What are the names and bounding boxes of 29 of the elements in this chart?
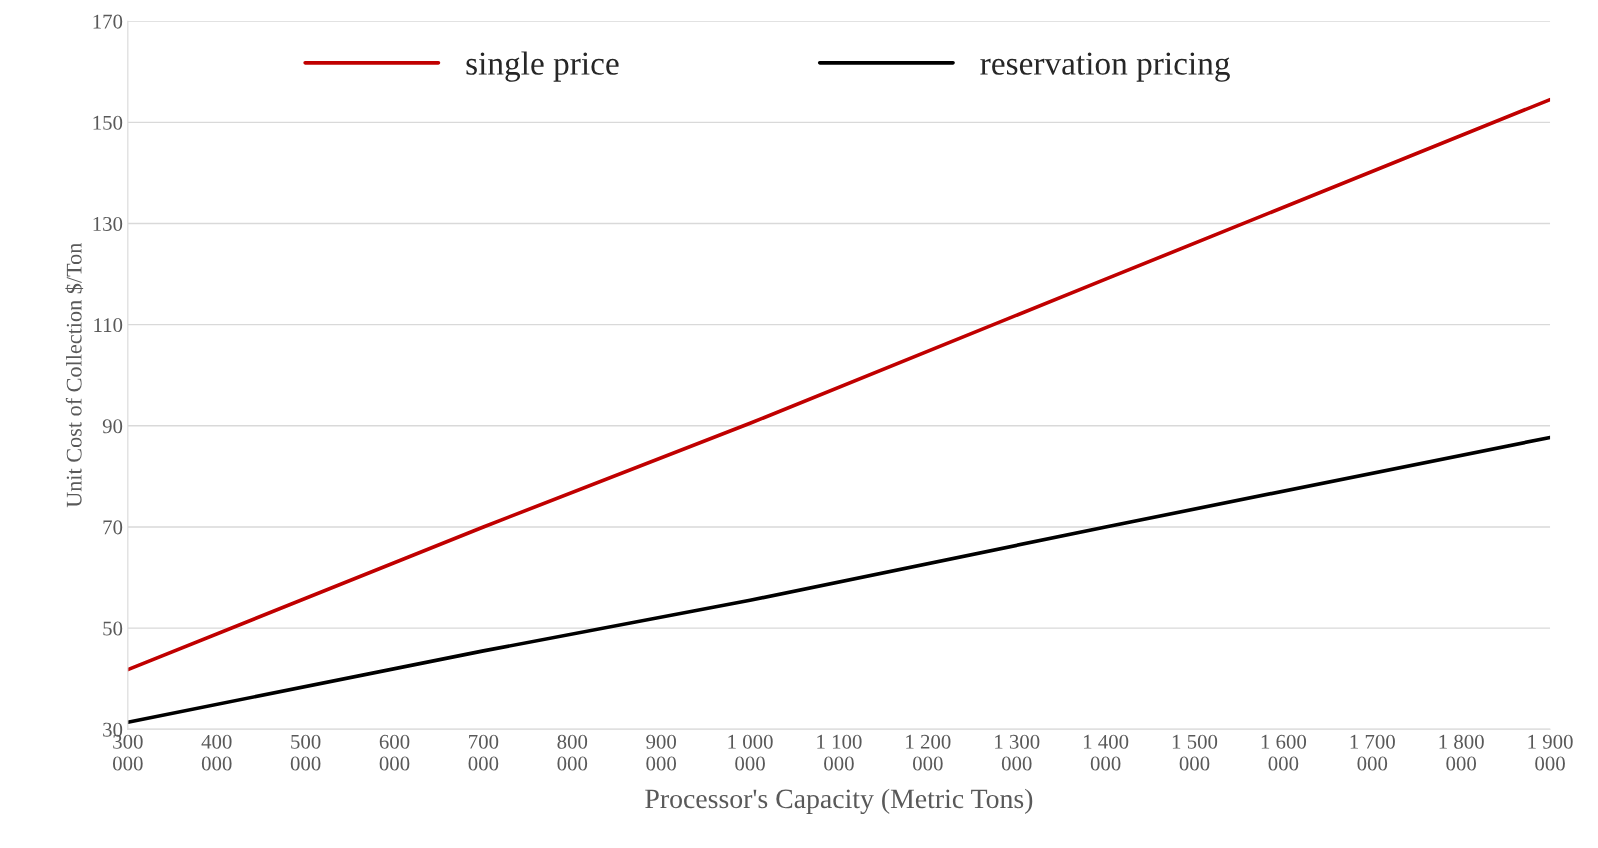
line-series (127, 97, 1551, 672)
x-tick-label: 1 100 000 (817, 734, 862, 771)
y-tick-label: 70 (103, 520, 123, 535)
y-tick-label: 130 (93, 216, 123, 231)
x-tick-label: 1 900 000 (1528, 734, 1573, 771)
y-tick-label: 150 (93, 115, 123, 130)
x-tick-label: 1 300 000 (995, 734, 1040, 771)
x-tick-label: 800 000 (557, 734, 588, 771)
legend-label: single price (466, 51, 619, 82)
line-series (127, 435, 1551, 725)
x-tick-label: 600 000 (379, 734, 410, 771)
y-tick-label: 110 (94, 318, 123, 333)
legend-label: reservation pricing (980, 52, 1230, 82)
y-tick-label: 90 (102, 419, 123, 434)
x-tick-label: 700 000 (468, 734, 499, 771)
x-tick-label: 500 000 (290, 734, 321, 771)
x-tick-label: 1 000 000 (728, 734, 773, 771)
x-tick-label: 900 000 (646, 734, 676, 771)
x-tick-label: 400 000 (201, 734, 232, 771)
x-tick-label: 1 600 000 (1261, 734, 1307, 771)
x-tick-label: 1 700 000 (1350, 734, 1395, 771)
x-tick-label: 1 400 000 (1084, 734, 1129, 771)
x-tick-label: 1 200 000 (906, 734, 951, 771)
x-tick-label: 1 800 000 (1439, 734, 1484, 771)
y-tick-label: 170 (93, 14, 123, 29)
x-axis-title: Processor's Capacity (Metric Tons) (645, 788, 1033, 814)
y-tick-label: 50 (103, 621, 123, 636)
y-axis-title: Unit Cost of Collection $/Ton (65, 243, 84, 508)
x-tick-label: 1 500 000 (1172, 734, 1218, 771)
